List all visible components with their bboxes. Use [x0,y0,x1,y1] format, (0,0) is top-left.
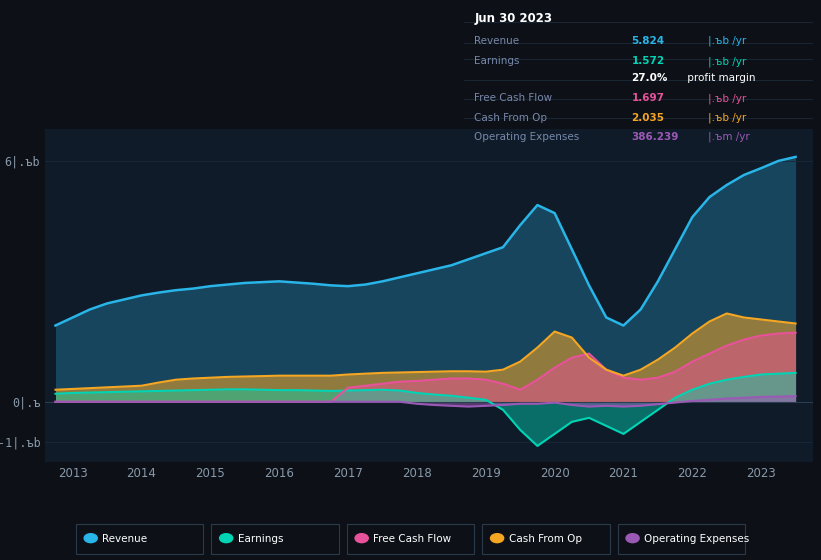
Text: Revenue: Revenue [475,36,520,46]
Text: |.ъb /yr: |.ъb /yr [708,94,746,104]
Text: 2.035: 2.035 [631,113,664,123]
Text: Free Cash Flow: Free Cash Flow [475,94,553,104]
Text: |.ъb /yr: |.ъb /yr [708,36,746,46]
Text: Earnings: Earnings [238,534,283,544]
Text: profit margin: profit margin [684,73,755,83]
Text: |.ъb /yr: |.ъb /yr [708,57,746,67]
Text: |.ъm /yr: |.ъm /yr [708,132,750,142]
Text: Operating Expenses: Operating Expenses [475,132,580,142]
Text: Cash From Op: Cash From Op [509,534,581,544]
Text: Free Cash Flow: Free Cash Flow [373,534,452,544]
Text: Earnings: Earnings [475,57,520,67]
Text: Jun 30 2023: Jun 30 2023 [475,12,553,25]
Text: 1.572: 1.572 [631,57,664,67]
Text: 1.697: 1.697 [631,94,664,104]
Text: 27.0%: 27.0% [631,73,667,83]
Text: |.ъb /yr: |.ъb /yr [708,113,746,123]
Text: Cash From Op: Cash From Op [475,113,548,123]
Text: 386.239: 386.239 [631,132,679,142]
Text: Revenue: Revenue [102,534,147,544]
Text: Operating Expenses: Operating Expenses [644,534,750,544]
Text: 5.824: 5.824 [631,36,664,46]
